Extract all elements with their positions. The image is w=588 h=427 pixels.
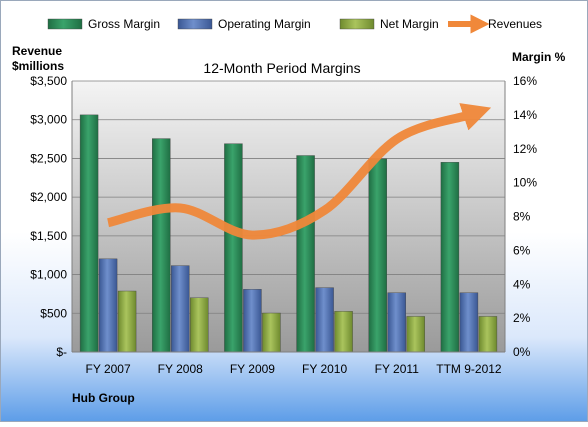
left-tick-label: $500: [40, 306, 67, 320]
left-tick-label: $2,000: [30, 190, 67, 204]
bar-net-margin: [478, 316, 498, 353]
legend-swatch-net-margin: [339, 18, 375, 30]
category-label: FY 2008: [158, 362, 203, 376]
right-tick-label: 0%: [513, 345, 531, 359]
bar-net-margin: [262, 312, 281, 353]
left-tick-label: $1,000: [30, 268, 67, 282]
bar-net-margin: [334, 311, 353, 353]
bar-operating-margin: [459, 292, 479, 353]
right-tick-label: 12%: [513, 142, 537, 156]
legend-label-gross-margin: Gross Margin: [88, 17, 160, 31]
left-tick-label: $3,500: [30, 74, 67, 88]
left-tick-label: $3,000: [30, 113, 67, 127]
category-label: TTM 9-2012: [436, 362, 502, 376]
left-axis-label-line2: $millions: [12, 59, 64, 73]
bar-operating-margin: [171, 265, 190, 353]
bar-net-margin: [406, 316, 425, 353]
bar-gross-margin: [368, 158, 387, 353]
bar-gross-margin: [152, 138, 171, 353]
category-label: FY 2011: [375, 362, 420, 376]
legend-swatch-operating-margin: [177, 18, 213, 30]
bar-operating-margin: [315, 287, 334, 353]
chart-title: 12-Month Period Margins: [203, 60, 360, 76]
bar-operating-margin: [243, 289, 262, 353]
left-tick-label: $-: [56, 345, 67, 359]
bar-gross-margin: [79, 114, 99, 353]
right-tick-label: 4%: [513, 277, 531, 291]
left-axis-label-line1: Revenue: [12, 44, 62, 58]
bar-gross-margin: [224, 143, 243, 353]
right-tick-label: 6%: [513, 243, 531, 257]
bar-net-margin: [190, 297, 209, 353]
category-label: FY 2010: [302, 362, 347, 376]
bar-gross-margin: [296, 155, 315, 353]
right-tick-label: 8%: [513, 210, 531, 224]
right-tick-label: 10%: [513, 176, 537, 190]
bar-operating-margin: [98, 258, 118, 353]
bar-net-margin: [117, 290, 137, 353]
right-tick-label: 2%: [513, 311, 531, 325]
right-axis-label: Margin %: [512, 50, 566, 64]
right-tick-label: 16%: [513, 74, 537, 88]
category-label: FY 2009: [230, 362, 275, 376]
left-tick-label: $2,500: [30, 151, 67, 165]
category-label: FY 2007: [86, 362, 131, 376]
legend-label-net-margin: Net Margin: [380, 17, 439, 31]
company-label: Hub Group: [72, 391, 135, 405]
left-tick-label: $1,500: [30, 229, 67, 243]
legend-swatch-gross-margin: [47, 18, 83, 30]
legend-label-revenues: Revenues: [488, 17, 542, 31]
bar-operating-margin: [387, 292, 406, 353]
legend-label-operating-margin: Operating Margin: [218, 17, 311, 31]
right-tick-label: 14%: [513, 108, 537, 122]
bar-gross-margin: [440, 162, 460, 353]
revenues-line: [107, 103, 492, 240]
